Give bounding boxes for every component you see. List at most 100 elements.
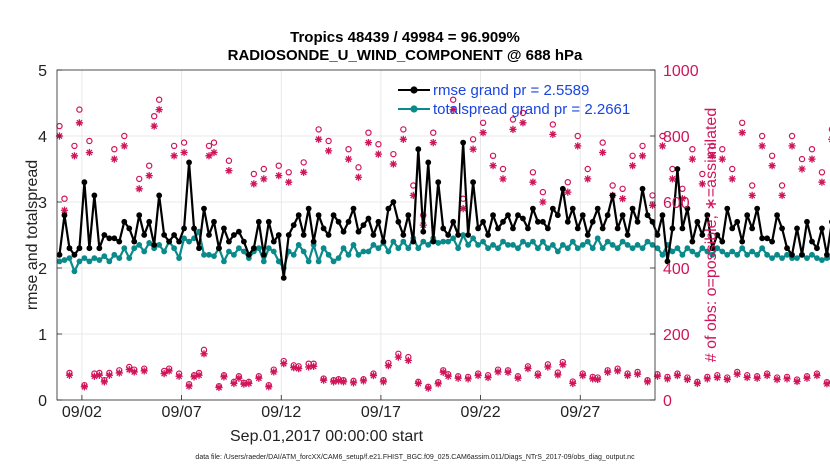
series-point-rmse [231,232,237,238]
obs-assimilated-point [584,175,592,183]
series-point-totalspread [554,248,561,255]
series-point-rmse [734,218,741,225]
obs-assimilated-point [230,379,238,388]
series-point-rmse [66,245,73,252]
obs-possible-point [300,159,307,166]
obs-assimilated-point [95,371,103,379]
obs-possible-point [584,165,591,173]
obs-assimilated-point [633,370,642,378]
series-point-rmse [724,205,731,212]
series-point-rmse [784,245,790,252]
series-point-rmse [455,232,462,238]
series-point-rmse [470,179,477,186]
series-point-rmse [365,215,372,222]
obs-assimilated-point [379,378,388,386]
series-point-rmse [221,225,227,232]
obs-possible-point [325,137,332,145]
series-point-rmse [549,205,556,212]
series-point-totalspread [365,248,372,255]
obs-assimilated-point [489,162,497,170]
series-point-rmse [634,218,641,225]
series-point-rmse [325,232,332,238]
x-tick-label: 09/07 [162,404,202,421]
obs-possible-point [509,116,517,123]
obs-assimilated-point [80,383,89,391]
series-point-rmse [510,225,516,232]
obs-assimilated-point [369,371,378,380]
obs-possible-point [315,126,322,133]
series-point-totalspread [106,258,113,265]
legend-marker-rmse [410,86,418,94]
obs-assimilated-point [394,353,402,361]
obs-possible-point [225,157,233,164]
obs-assimilated-point [160,370,168,378]
chart-subtitle: RADIOSONDE_U_WIND_COMPONENT @ 688 hPa [228,47,583,64]
series-point-totalspread [395,245,402,252]
series-point-rmse [689,238,696,245]
series-point-totalspread [724,251,731,258]
y2-tick-label: 800 [663,129,690,146]
obs-assimilated-point [175,372,183,380]
series-point-totalspread [589,245,596,252]
obs-assimilated-point [484,373,492,382]
series-point-rmse [505,212,511,219]
obs-assimilated-point [339,378,348,386]
series-point-totalspread [520,238,526,245]
series-point-totalspread [619,238,626,245]
series-point-totalspread [534,245,541,252]
series-point-totalspread [699,245,706,252]
x-tick-label: 09/22 [461,404,501,421]
obs-assimilated-point [713,373,721,382]
series-point-totalspread [370,242,377,248]
series-point-rmse [490,212,496,219]
series-point-totalspread [340,245,347,252]
series-point-totalspread [475,242,481,248]
obs-assimilated-point [449,106,457,114]
obs-possible-point [818,169,826,176]
series-point-rmse [824,251,830,258]
series-point-rmse [61,212,68,219]
obs-possible-point [808,145,816,153]
series-point-rmse [515,212,521,219]
obs-assimilated-point [643,378,652,386]
series-point-rmse [624,232,631,238]
series-point-totalspread [111,251,118,258]
obs-assimilated-point [519,119,527,127]
series-point-rmse [599,225,606,232]
obs-assimilated-point [459,205,467,213]
y2-tick-label: 400 [663,261,690,278]
obs-assimilated-point [384,362,392,370]
series-point-totalspread [634,242,641,248]
series-point-rmse [101,232,108,238]
series-point-totalspread [470,235,477,242]
series-point-rmse [206,232,212,238]
series-point-rmse [385,205,392,212]
obs-possible-point [758,132,766,140]
obs-assimilated-point [559,361,567,369]
series-point-totalspread [754,251,761,258]
series-point-totalspread [774,251,780,258]
obs-assimilated-point [698,180,706,188]
series-point-totalspread [679,251,686,258]
series-point-rmse [654,232,661,238]
series-point-totalspread [784,251,790,258]
series-point-rmse [295,212,302,219]
series-point-rmse [375,218,382,225]
series-point-totalspread [355,251,362,258]
series-point-totalspread [584,238,591,245]
obs-possible-point [345,145,352,153]
series-point-totalspread [674,245,681,252]
series-point-totalspread [425,242,432,248]
y-tick-label: 5 [38,63,47,80]
series-point-rmse [86,245,93,252]
series-point-rmse [749,225,756,232]
series-point-totalspread [211,253,217,260]
data-marks [55,96,830,392]
series-point-rmse [310,238,317,245]
series-point-rmse [544,225,551,232]
obs-possible-point [828,126,830,132]
series-point-rmse [171,232,178,238]
series-point-totalspread [345,251,352,258]
obs-assimilated-point [389,160,397,168]
series-point-totalspread [445,238,452,245]
